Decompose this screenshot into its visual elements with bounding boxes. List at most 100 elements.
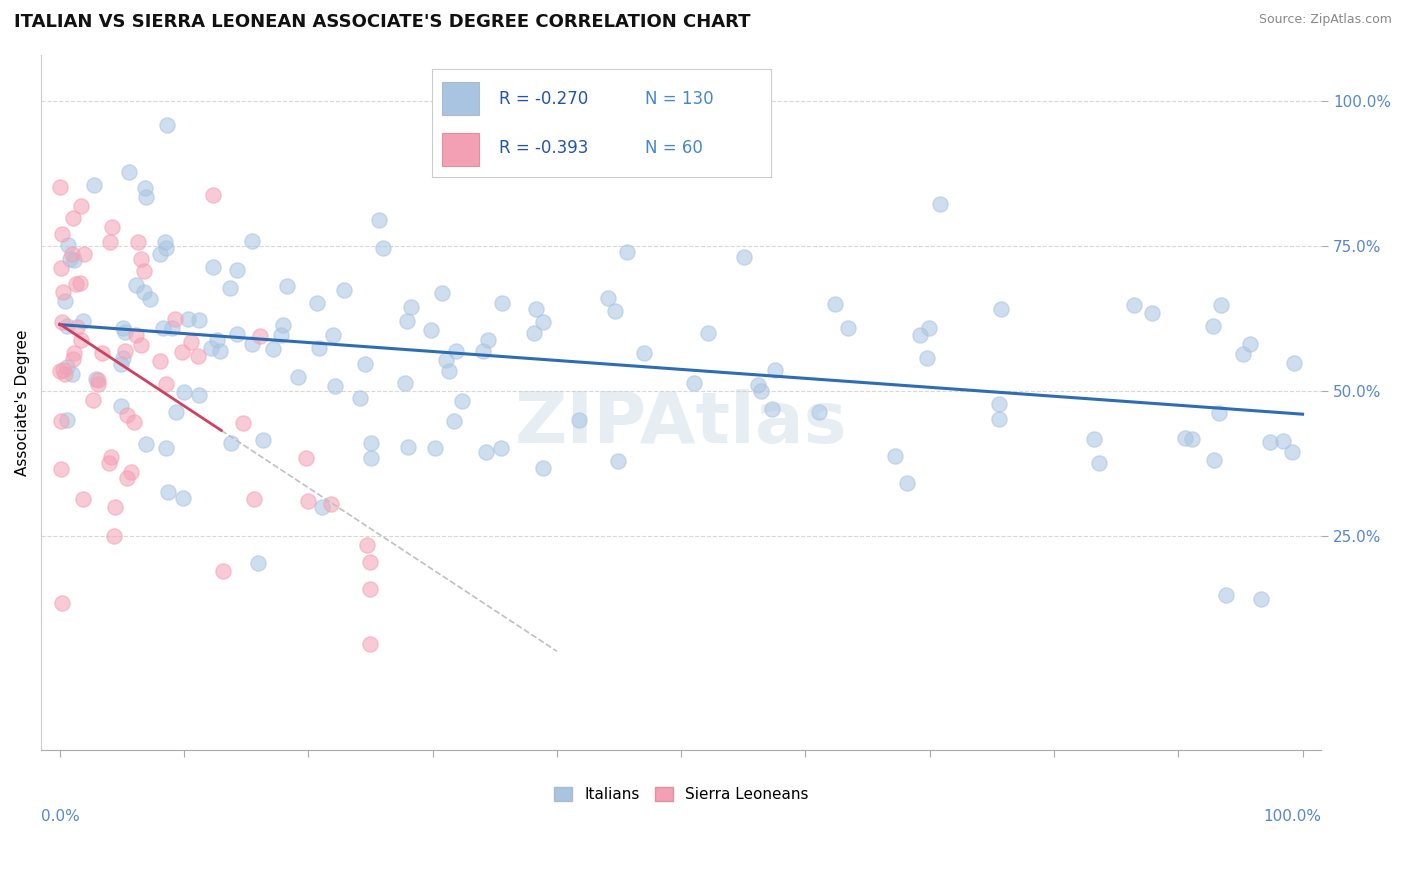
Point <box>1209 298 1232 312</box>
Point <box>430 285 453 300</box>
Point <box>359 582 381 596</box>
Point <box>100 450 122 465</box>
Point <box>125 278 148 293</box>
Point <box>349 391 371 405</box>
Point <box>1208 406 1230 420</box>
Point <box>152 321 174 335</box>
Point <box>104 500 127 515</box>
Point <box>395 313 418 327</box>
Point <box>56 318 79 333</box>
Text: ITALIAN VS SIERRA LEONEAN ASSOCIATE'S DEGREE CORRELATION CHART: ITALIAN VS SIERRA LEONEAN ASSOCIATE'S DE… <box>14 13 751 31</box>
Point <box>531 315 554 329</box>
Point <box>98 456 121 470</box>
Point <box>1087 456 1109 470</box>
Point <box>616 244 638 259</box>
Point <box>200 342 222 356</box>
Point <box>439 364 461 378</box>
Point <box>270 328 292 343</box>
Point <box>1215 588 1237 602</box>
Point <box>359 636 381 650</box>
Point <box>276 279 298 293</box>
Point <box>697 326 720 341</box>
Point <box>353 357 375 371</box>
Point <box>252 434 274 448</box>
Point <box>51 315 73 329</box>
Point <box>526 301 548 316</box>
Point <box>114 325 136 339</box>
Point <box>763 362 786 376</box>
Point <box>1202 453 1225 467</box>
Point <box>371 241 394 255</box>
Point <box>474 444 496 458</box>
Point <box>70 198 93 212</box>
Point <box>295 451 318 466</box>
Point <box>165 405 187 419</box>
Point <box>287 370 309 384</box>
Point <box>311 500 333 514</box>
Point <box>1140 305 1163 319</box>
Point <box>928 197 950 211</box>
Point <box>443 414 465 428</box>
Point <box>111 321 134 335</box>
Point <box>420 323 443 337</box>
Point <box>62 253 84 268</box>
Point <box>117 470 139 484</box>
Point <box>747 378 769 392</box>
Point <box>918 321 941 335</box>
Point <box>837 320 859 334</box>
Legend: Italians, Sierra Leoneans: Italians, Sierra Leoneans <box>547 781 815 808</box>
Point <box>51 596 73 610</box>
Point <box>896 475 918 490</box>
Point <box>807 405 830 419</box>
Point <box>162 321 184 335</box>
Point <box>55 293 77 308</box>
Point <box>173 385 195 400</box>
Point <box>1260 434 1282 449</box>
Point <box>1083 432 1105 446</box>
Point <box>1202 318 1225 333</box>
Point <box>73 247 96 261</box>
Point <box>396 440 419 454</box>
Point <box>60 246 83 260</box>
Point <box>56 360 79 375</box>
Point <box>59 252 82 266</box>
Point <box>65 277 87 292</box>
Point <box>201 260 224 275</box>
Point <box>491 442 513 456</box>
Point <box>129 338 152 352</box>
Point <box>72 492 94 507</box>
Point <box>633 346 655 360</box>
Point <box>1281 445 1303 459</box>
Point <box>232 416 254 430</box>
Point <box>450 393 472 408</box>
Point <box>110 400 132 414</box>
Point <box>52 363 75 377</box>
Point <box>824 296 846 310</box>
Point <box>987 412 1010 426</box>
Point <box>297 494 319 508</box>
Point <box>240 234 263 248</box>
Point <box>69 276 91 290</box>
Point <box>477 333 499 347</box>
Point <box>226 263 249 277</box>
Point <box>56 237 79 252</box>
Point <box>240 337 263 351</box>
Point <box>172 491 194 506</box>
Point <box>49 260 72 275</box>
Point <box>91 346 114 360</box>
Point <box>103 529 125 543</box>
Point <box>70 333 93 347</box>
Point <box>49 364 72 378</box>
Point <box>49 179 72 194</box>
Point <box>149 246 172 260</box>
Point <box>127 235 149 249</box>
Point <box>761 401 783 416</box>
Point <box>307 296 329 310</box>
Point <box>243 492 266 507</box>
Point <box>187 387 209 401</box>
Point <box>202 188 225 202</box>
Point <box>98 235 121 250</box>
Point <box>247 556 270 570</box>
Point <box>110 357 132 371</box>
Point <box>883 450 905 464</box>
